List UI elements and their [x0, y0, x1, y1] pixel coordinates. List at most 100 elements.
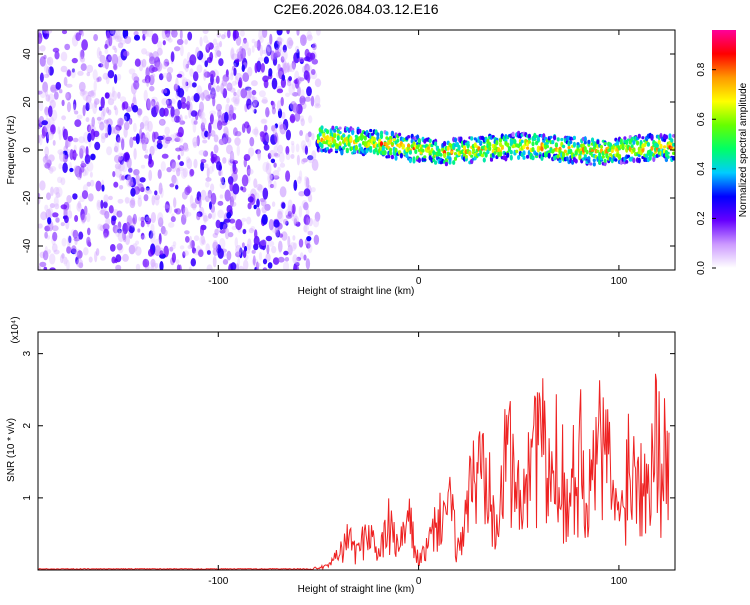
heatmap-cell: [421, 148, 425, 153]
heatmap-cell: [314, 103, 321, 109]
heatmap-cell: [150, 101, 155, 109]
heatmap-cell: [115, 165, 122, 178]
heatmap-cell: [120, 160, 128, 173]
heatmap-cell: [135, 263, 141, 270]
heatmap-cell: [86, 124, 92, 133]
heatmap-cell: [104, 132, 109, 138]
heatmap-cell: [230, 47, 235, 60]
heatmap-cell: [254, 126, 259, 138]
heatmap-cell: [222, 223, 227, 233]
heatmap-cell: [194, 250, 199, 256]
heatmap-cell: [123, 152, 129, 162]
heatmap-cell: [60, 177, 66, 186]
heatmap-cell: [232, 160, 238, 165]
heatmap-cell: [240, 88, 248, 99]
heatmap-cell: [258, 251, 263, 261]
heatmap-cell: [182, 207, 189, 219]
heatmap-cell: [203, 212, 207, 222]
heatmap-cell: [257, 150, 261, 159]
heatmap-cell: [209, 70, 216, 79]
heatmap-cell: [511, 131, 515, 138]
heatmap-cell: [100, 62, 108, 68]
heatmap-cell: [121, 138, 125, 151]
heatmap-cell: [169, 183, 175, 188]
heatmap-cell: [138, 216, 142, 222]
heatmap-cell: [296, 48, 300, 59]
heatmap-cell: [86, 181, 92, 187]
heatmap-cell: [207, 132, 211, 140]
heatmap-cell: [226, 82, 233, 92]
heatmap-cell: [307, 71, 311, 84]
heatmap-cell: [303, 202, 309, 211]
heatmap-cell: [40, 211, 48, 221]
heatmap-cell: [113, 105, 117, 111]
heatmap-cell: [78, 49, 84, 61]
heatmap-cell: [283, 62, 290, 74]
heatmap-cell: [488, 146, 492, 151]
heatmap-cell: [59, 151, 66, 162]
heatmap-cell: [166, 104, 173, 109]
heatmap-cell: [39, 72, 44, 83]
heatmap-cell: [256, 183, 263, 191]
heatmap-cell: [255, 261, 259, 270]
heatmap-cell: [66, 195, 72, 204]
heatmap-cell: [434, 141, 438, 147]
heatmap-cell: [307, 243, 313, 254]
heatmap-cell: [139, 122, 145, 130]
heatmap-cell: [596, 139, 600, 145]
heatmap-cell: [217, 200, 224, 206]
heatmap-cell: [208, 166, 214, 174]
heatmap-cell: [272, 170, 280, 179]
heatmap-cell: [518, 141, 523, 147]
heatmap-cell: [39, 180, 46, 191]
heatmap-cell: [148, 248, 154, 257]
heatmap-cell: [47, 93, 55, 104]
heatmap-cell: [241, 242, 245, 248]
heatmap-cell: [232, 183, 240, 195]
heatmap-cell: [135, 240, 140, 245]
heatmap-cell: [242, 249, 247, 258]
heatmap-cell: [143, 187, 151, 193]
heatmap-cell: [186, 158, 193, 170]
heatmap-cell: [117, 221, 122, 230]
heatmap-cell: [305, 132, 310, 143]
heatmap-cell: [158, 73, 164, 81]
heatmap-cell: [72, 229, 79, 239]
heatmap-cell: [111, 54, 119, 66]
heatmap-cell: [256, 207, 261, 217]
heatmap-cell: [248, 147, 255, 157]
heatmap-cell: [179, 30, 183, 40]
heatmap-cell: [157, 135, 164, 141]
heatmap-cell: [277, 63, 281, 72]
heatmap-cell: [277, 208, 284, 215]
y-tick-label: 20: [22, 96, 33, 108]
heatmap-cell: [342, 134, 346, 138]
heatmap-cell: [261, 214, 268, 225]
heatmap-cell: [228, 104, 234, 117]
heatmap-cell: [143, 30, 149, 38]
heatmap-cell: [489, 158, 494, 162]
heatmap-cell: [297, 76, 302, 84]
heatmap-cell: [70, 68, 76, 79]
heatmap-cell: [287, 210, 292, 217]
heatmap-cell: [128, 68, 136, 75]
heatmap-cell: [163, 107, 169, 117]
heatmap-cell: [379, 141, 384, 147]
heatmap-cell: [239, 30, 245, 37]
heatmap-cell: [82, 90, 89, 101]
heatmap-cell: [100, 111, 105, 121]
heatmap-cell: [453, 152, 458, 156]
heatmap-cell: [108, 34, 113, 47]
heatmap-cell: [157, 169, 162, 180]
heatmap-cell: [137, 108, 143, 116]
heatmap-cell: [112, 224, 119, 234]
heatmap-cell: [282, 44, 287, 53]
heatmap-cell: [277, 108, 283, 119]
heatmap-cell: [242, 72, 250, 83]
heatmap-cell: [180, 168, 187, 179]
heatmap-cell: [38, 192, 41, 198]
heatmap-cell: [261, 119, 267, 124]
heatmap-cell: [151, 262, 157, 270]
heatmap-cell: [131, 243, 138, 252]
heatmap-cell: [209, 201, 212, 210]
